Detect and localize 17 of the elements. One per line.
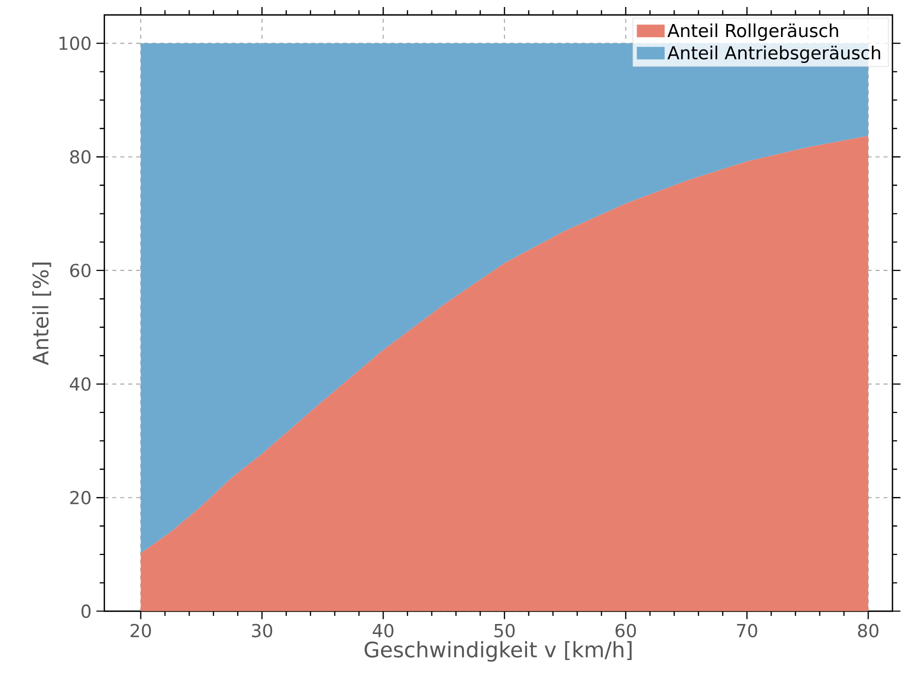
y-tick-label: 40 (70, 377, 91, 391)
y-tick-label: 80 (70, 150, 91, 164)
y-axis-title: Anteil [%] (32, 262, 52, 366)
y-tick-label: 20 (70, 490, 91, 504)
x-axis-title: Geschwindigkeit v [km/h] (364, 641, 632, 662)
x-tick-label: 60 (616, 624, 636, 638)
legend-label: Anteil Antriebsgeräusch (667, 46, 880, 64)
x-tick-label: 40 (372, 624, 394, 638)
x-tick-label: 70 (737, 624, 758, 638)
y-tick-label: 0 (82, 604, 91, 618)
legend-label: Anteil Rollgeräusch (667, 24, 838, 41)
x-tick-label: 20 (130, 624, 151, 638)
x-tick-label: 50 (494, 624, 515, 638)
x-tick-label: 30 (252, 624, 272, 638)
y-tick-label: 100 (60, 36, 91, 50)
x-tick-label: 80 (858, 624, 878, 638)
y-tick-label: 60 (70, 264, 91, 278)
